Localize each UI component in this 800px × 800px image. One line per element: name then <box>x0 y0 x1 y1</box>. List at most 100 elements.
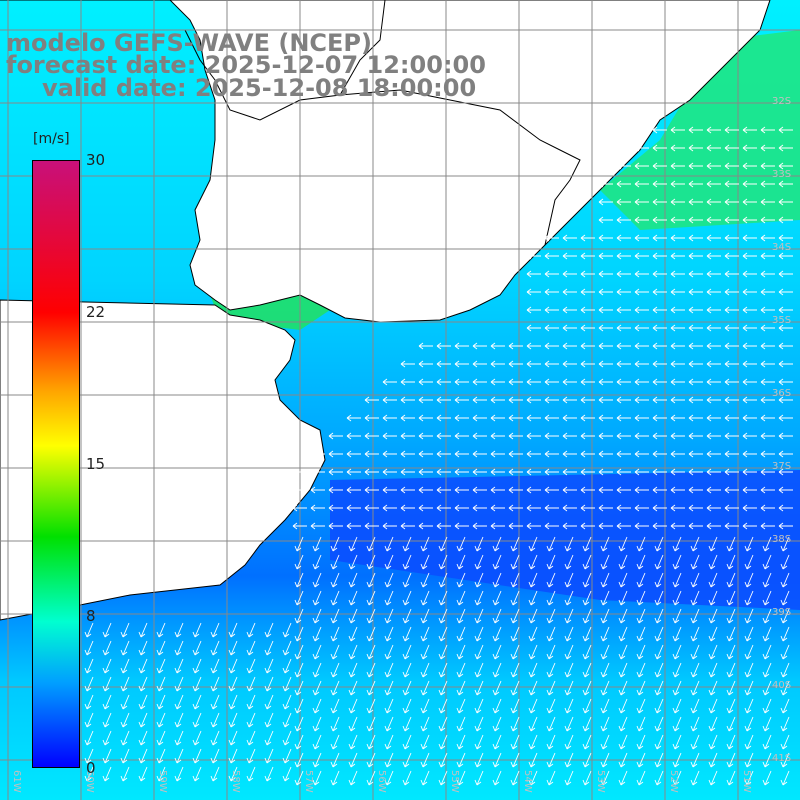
wind-arrow <box>778 306 793 314</box>
wind-arrow <box>348 554 358 570</box>
wind-arrow <box>420 554 430 570</box>
wind-arrow <box>724 324 739 332</box>
wind-arrow <box>762 644 772 660</box>
wind-arrow <box>510 626 520 642</box>
wind-arrow <box>670 342 685 350</box>
longitude-label: 59W <box>157 770 168 793</box>
wind-arrow <box>282 712 292 728</box>
wind-arrow <box>778 504 793 512</box>
latitude-label: 39S <box>772 607 791 618</box>
wind-arrow <box>528 662 538 678</box>
wind-arrow <box>760 180 775 188</box>
wind-arrow <box>492 536 502 552</box>
wind-arrow <box>456 698 466 714</box>
wind-arrow <box>546 752 556 768</box>
wind-arrow <box>562 522 577 530</box>
wind-arrow <box>688 324 703 332</box>
wind-arrow <box>528 734 538 750</box>
wind-arrow <box>346 504 361 512</box>
wind-arrow <box>634 522 649 530</box>
wind-arrow <box>688 450 703 458</box>
wind-arrow <box>472 378 487 386</box>
wind-arrow <box>474 644 484 660</box>
wind-arrow <box>636 572 646 588</box>
wind-arrow <box>330 716 340 732</box>
wind-arrow <box>528 626 538 642</box>
wind-arrow <box>330 554 340 570</box>
longitude-label: 60W <box>84 770 95 793</box>
wind-arrow <box>120 658 130 674</box>
latitude-label: 38S <box>772 534 791 545</box>
wind-arrow <box>726 536 736 552</box>
wind-arrow <box>724 162 739 170</box>
wind-arrow <box>192 694 202 710</box>
wind-arrow <box>634 468 649 476</box>
wind-arrow <box>508 468 523 476</box>
wind-arrow <box>366 698 376 714</box>
wind-arrow <box>618 716 628 732</box>
wind-arrow <box>616 216 631 224</box>
wind-arrow <box>690 752 700 768</box>
wind-arrow <box>688 396 703 404</box>
wind-arrow <box>598 360 613 368</box>
wind-arrow <box>264 730 274 746</box>
wind-arrow <box>742 144 757 152</box>
wind-arrow <box>564 536 574 552</box>
wind-arrow <box>598 234 613 242</box>
wind-arrow <box>420 572 430 588</box>
wind-arrow <box>616 234 631 242</box>
wind-arrow <box>582 662 592 678</box>
wind-arrow <box>562 306 577 314</box>
wind-arrow <box>616 252 631 260</box>
wind-arrow <box>420 698 430 714</box>
colorbar-tick-30: 30 <box>86 151 106 169</box>
wind-arrow <box>580 306 595 314</box>
wind-arrow <box>418 396 433 404</box>
wind-arrow <box>724 378 739 386</box>
wind-arrow <box>294 662 304 678</box>
wind-arrow <box>526 468 541 476</box>
wind-arrow <box>312 716 322 732</box>
wind-arrow <box>726 716 736 732</box>
wind-arrow <box>744 626 754 642</box>
wind-arrow <box>402 662 412 678</box>
wind-arrow <box>210 676 220 692</box>
wind-arrow <box>546 662 556 678</box>
wind-arrow <box>348 572 358 588</box>
wind-arrow <box>228 712 238 728</box>
wind-arrow <box>544 378 559 386</box>
wind-arrow <box>456 626 466 642</box>
wind-arrow <box>706 162 721 170</box>
wind-arrow <box>348 698 358 714</box>
wind-arrow <box>580 486 595 494</box>
wind-arrow <box>762 608 772 624</box>
wind-arrow <box>564 752 574 768</box>
wind-arrow <box>492 698 502 714</box>
wind-arrow <box>652 126 667 134</box>
wind-arrow <box>472 522 487 530</box>
wind-arrow <box>490 414 505 422</box>
wind-arrow <box>652 504 667 512</box>
wind-arrow <box>418 504 433 512</box>
wind-arrow <box>688 486 703 494</box>
wind-arrow <box>348 752 358 768</box>
wind-arrow <box>436 486 451 494</box>
wind-arrow <box>384 662 394 678</box>
wind-arrow <box>600 752 610 768</box>
wind-arrow <box>312 752 322 768</box>
model-title: modelo GEFS-WAVE (NCEP) <box>6 29 372 57</box>
wind-arrow <box>616 288 631 296</box>
wind-arrow <box>330 608 340 624</box>
wind-arrow <box>510 716 520 732</box>
wind-arrow <box>364 522 379 530</box>
wind-arrow <box>366 770 376 786</box>
wind-arrow <box>246 676 256 692</box>
wind-arrow <box>294 536 304 552</box>
wind-arrow <box>156 640 166 656</box>
wind-arrow <box>760 252 775 260</box>
wind-arrow <box>454 504 469 512</box>
wind-arrow <box>84 712 94 728</box>
wind-arrow <box>436 396 451 404</box>
wind-arrow <box>210 730 220 746</box>
wind-arrow <box>456 752 466 768</box>
